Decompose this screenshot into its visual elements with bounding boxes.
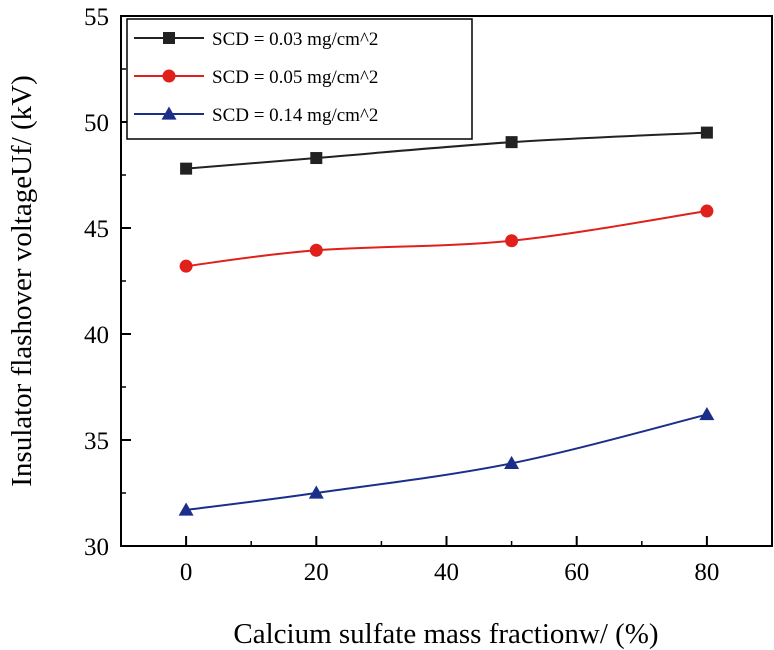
series-0 bbox=[180, 126, 713, 175]
y-tick-label-2: 40 bbox=[84, 322, 109, 349]
legend: SCD = 0.03 mg/cm^2 SCD = 0.05 mg/cm^2 SCD … bbox=[126, 18, 473, 140]
y-tick-label-0: 30 bbox=[84, 534, 109, 561]
data-point-1-2 bbox=[505, 234, 519, 248]
series-line-1 bbox=[185, 210, 708, 268]
series-layer bbox=[178, 126, 715, 516]
data-point-0-2 bbox=[505, 136, 518, 149]
series-line-2 bbox=[185, 413, 708, 511]
x-tick-label-2: 40 bbox=[434, 559, 459, 586]
legend-label-0: SCD = 0.03 mg/cm^2 bbox=[212, 29, 378, 50]
series-line-0 bbox=[186, 131, 707, 170]
x-axis: 0 20 40 60 80 bbox=[120, 536, 773, 586]
data-point-0-3 bbox=[700, 126, 713, 139]
data-point-2-0 bbox=[178, 502, 194, 516]
data-point-0-1 bbox=[310, 152, 323, 165]
data-point-1-0 bbox=[179, 259, 193, 273]
x-axis-title: Calcium sulfate mass fractionw/ (%) bbox=[233, 618, 658, 650]
y-tick-label-1: 35 bbox=[84, 428, 109, 455]
legend-item-1: SCD = 0.05 mg/cm^2 bbox=[134, 67, 378, 88]
data-point-2-3 bbox=[699, 407, 715, 421]
data-point-0-0 bbox=[180, 162, 193, 175]
x-tick-label-1: 20 bbox=[304, 559, 329, 586]
legend-marker-0 bbox=[163, 32, 175, 44]
legend-item-0: SCD = 0.03 mg/cm^2 bbox=[134, 29, 378, 50]
data-point-2-1 bbox=[308, 485, 324, 499]
y-tick-label-5: 55 bbox=[84, 4, 109, 31]
legend-marker-2 bbox=[161, 106, 177, 120]
data-point-2-2 bbox=[504, 455, 520, 469]
y-axis-title: Insulator flashover voltageUf/ (kV) bbox=[6, 75, 38, 487]
y-axis: 30 35 40 45 50 55 bbox=[84, 4, 131, 561]
x-tick-label-3: 60 bbox=[564, 559, 589, 586]
y-tick-label-4: 50 bbox=[84, 110, 109, 137]
y-tick-label-3: 45 bbox=[84, 216, 109, 243]
data-point-1-1 bbox=[309, 243, 323, 257]
legend-label-2: SCD = 0.14 mg/cm^2 bbox=[212, 105, 378, 126]
legend-marker-1 bbox=[162, 69, 176, 83]
series-2 bbox=[178, 407, 715, 516]
x-tick-label-0: 0 bbox=[180, 559, 193, 586]
series-1 bbox=[179, 204, 714, 273]
x-tick-label-4: 80 bbox=[694, 559, 719, 586]
legend-label-1: SCD = 0.05 mg/cm^2 bbox=[212, 67, 378, 88]
data-point-1-3 bbox=[700, 204, 714, 218]
legend-item-2: SCD = 0.14 mg/cm^2 bbox=[134, 105, 378, 126]
